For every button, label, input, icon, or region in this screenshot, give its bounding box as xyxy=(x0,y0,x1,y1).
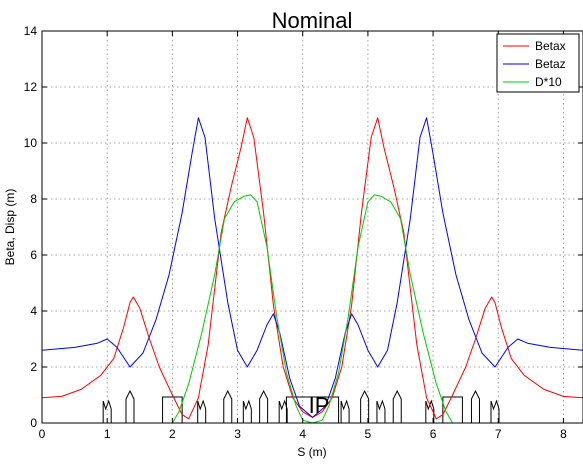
x-ticks: 0 1 2 3 4 5 6 7 8 xyxy=(39,31,567,441)
grid xyxy=(42,31,583,423)
bend-marker xyxy=(392,389,402,423)
legend-label: Betaz xyxy=(535,57,566,71)
x-tick-label: 8 xyxy=(560,427,567,441)
magnet-lattice xyxy=(102,389,500,424)
bend-marker xyxy=(125,389,135,423)
y-tick-label: 12 xyxy=(24,80,38,94)
x-tick-label: 1 xyxy=(104,427,111,441)
bend-marker xyxy=(259,389,269,423)
x-tick-label: 6 xyxy=(430,427,437,441)
x-tick-label: 3 xyxy=(234,427,241,441)
quadrupole-marker xyxy=(102,399,112,423)
y-tick-label: 8 xyxy=(30,192,37,206)
y-tick-label: 10 xyxy=(24,136,38,150)
x-tick-label: 2 xyxy=(169,427,176,441)
legend-label: D*10 xyxy=(535,75,562,89)
chart-title: Nominal xyxy=(272,8,353,33)
quadrupole-marker xyxy=(242,399,252,423)
plot-area xyxy=(42,31,583,423)
y-tick-label: 0 xyxy=(30,416,37,430)
x-tick-label: 0 xyxy=(39,427,46,441)
y-tick-label: 14 xyxy=(24,24,38,38)
legend-label: Betax xyxy=(535,39,566,53)
series-line-betaz xyxy=(41,117,583,418)
x-tick-label: 7 xyxy=(495,427,502,441)
legend: Betax Betaz D*10 xyxy=(496,33,580,93)
x-tick-label: 5 xyxy=(365,427,372,441)
y-tick-label: 4 xyxy=(30,304,37,318)
quadrupole-marker xyxy=(490,399,500,423)
bend-marker xyxy=(470,389,480,423)
quadrupole-marker xyxy=(197,399,207,423)
bend-marker xyxy=(223,389,233,423)
x-tick-label: 4 xyxy=(299,427,306,441)
quadrupole-marker xyxy=(340,399,350,423)
bend-marker xyxy=(360,389,370,423)
quadrupole-marker xyxy=(278,399,288,423)
y-ticks: 0 2 4 6 8 10 12 14 xyxy=(24,24,583,430)
ip-annotation: IP xyxy=(309,393,330,418)
plot-frame xyxy=(41,30,583,424)
y-axis-label: Beta, Disp (m) xyxy=(3,189,17,266)
y-tick-label: 2 xyxy=(30,360,37,374)
quadrupole-marker xyxy=(376,399,386,423)
x-axis-label: S (m) xyxy=(297,445,326,459)
y-tick-label: 6 xyxy=(30,248,37,262)
